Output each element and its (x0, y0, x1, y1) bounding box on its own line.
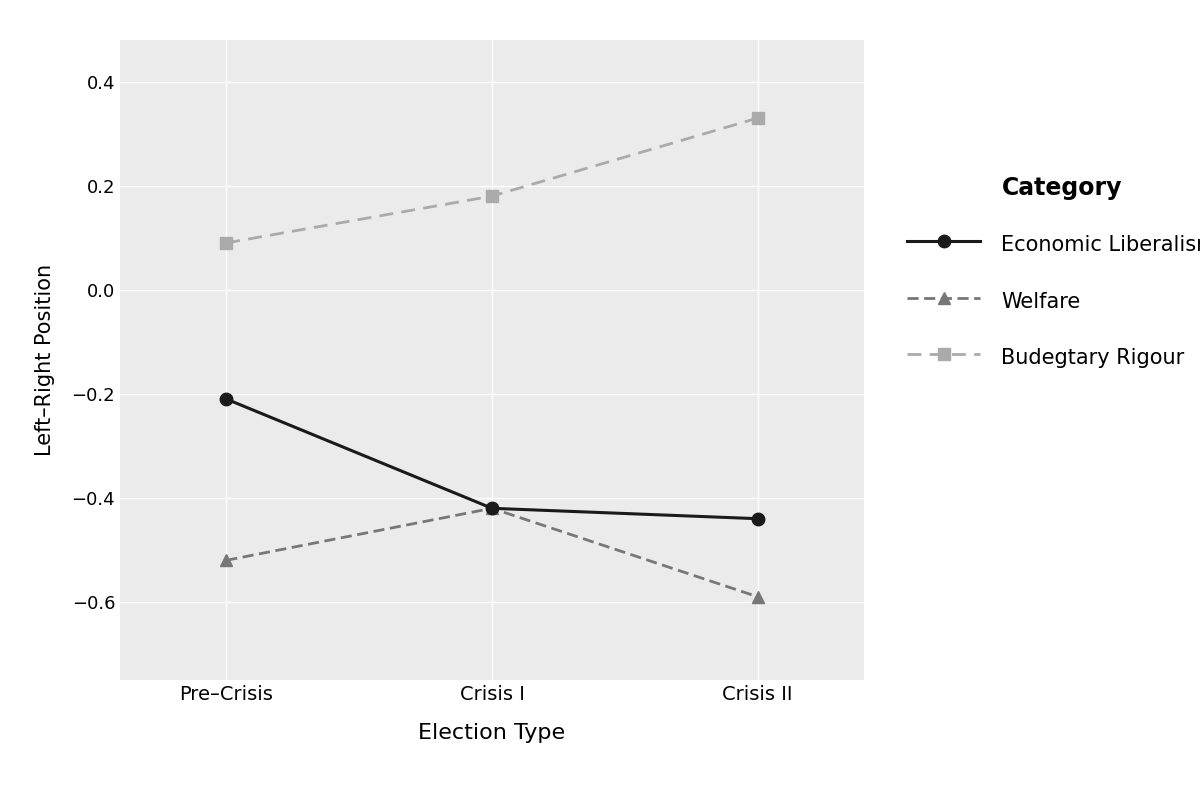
X-axis label: Election Type: Election Type (419, 723, 565, 743)
Legend: Economic Liberalism, Welfare, Budegtary Rigour: Economic Liberalism, Welfare, Budegtary … (896, 166, 1200, 381)
Y-axis label: Left–Right Position: Left–Right Position (35, 264, 55, 456)
